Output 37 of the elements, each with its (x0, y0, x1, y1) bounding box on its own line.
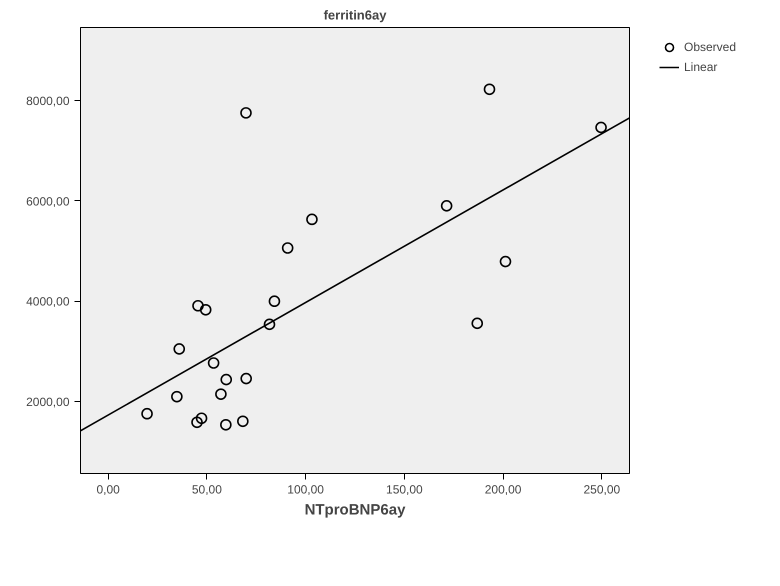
point (237, 415, 249, 428)
point (595, 122, 607, 134)
point (484, 83, 496, 96)
point (220, 374, 232, 386)
x-tick-label: 0,00 (96, 482, 120, 496)
point (196, 412, 208, 424)
point (268, 295, 280, 308)
point (306, 214, 318, 226)
x-tick-label: 200,00 (484, 482, 522, 496)
point (192, 300, 204, 312)
x-tick-label: 50,00 (192, 482, 222, 496)
x-tick-label: 150,00 (386, 482, 424, 496)
point (500, 256, 512, 268)
point (141, 408, 153, 420)
chart-title: ferritin6ay (324, 8, 388, 22)
point (282, 242, 294, 254)
x-axis-title: NTproBNP6ay (304, 502, 406, 518)
point (471, 318, 484, 330)
point (440, 200, 452, 212)
y-tick-label: 2000,00 (26, 395, 70, 410)
point (191, 416, 203, 428)
point (215, 388, 227, 400)
point (200, 304, 212, 316)
point (264, 318, 276, 330)
legend-label: Observed (684, 40, 736, 54)
x-tick-label: 100,00 (287, 482, 324, 496)
point (171, 390, 183, 402)
legend-label: Linear (684, 60, 718, 74)
x-tick-label: 250,00 (584, 482, 621, 496)
point (240, 107, 252, 119)
point (240, 372, 252, 384)
point (173, 343, 186, 355)
point (220, 418, 232, 431)
point (208, 357, 220, 369)
y-tick-label: 6000,00 (26, 194, 70, 208)
y-tick-label: 4000,00 (26, 294, 70, 309)
y-tick-label: 8000,00 (26, 94, 70, 108)
